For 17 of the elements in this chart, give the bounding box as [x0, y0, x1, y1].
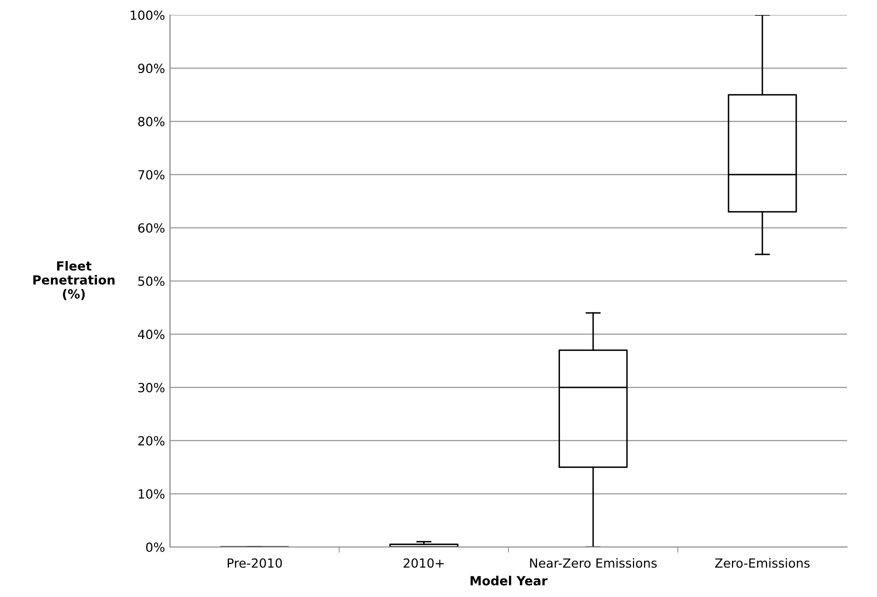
x-tick-label: Zero-Emissions	[715, 558, 810, 568]
x-axis-title: Model Year	[470, 576, 548, 586]
y-tick-label: 80%	[138, 116, 164, 126]
x-tick-label: 2010+	[404, 558, 444, 568]
y-tick-label: 20%	[138, 436, 164, 446]
y-tick-label: 90%	[138, 64, 164, 74]
y-tick-label: 60%	[138, 223, 164, 233]
y-axis-title: Fleet Penetration (%)	[33, 260, 115, 300]
y-tick-label: 40%	[138, 330, 164, 340]
y-tick-label: 70%	[138, 170, 164, 180]
x-tick-label: Near-Zero Emissions	[530, 558, 657, 568]
y-tick-label: 100%	[130, 10, 164, 20]
x-tick-label: Pre-2010	[228, 558, 282, 568]
y-tick-label: 10%	[138, 489, 164, 499]
y-tick-label: 50%	[138, 276, 164, 286]
y-tick-label: 30%	[138, 382, 164, 392]
y-tick-label: 0%	[146, 542, 164, 552]
